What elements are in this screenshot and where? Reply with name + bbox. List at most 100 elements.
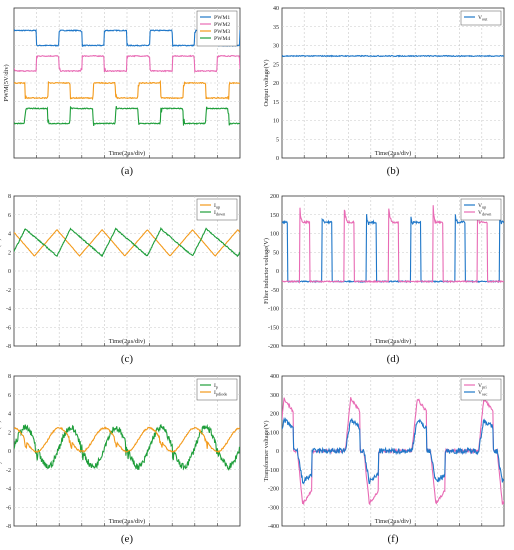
y-tick-label: 0 (276, 269, 279, 275)
y-tick-label: 4 (8, 412, 11, 418)
y-tick-label: 0 (276, 449, 279, 455)
legend-label: Idown (214, 210, 226, 216)
chart-panel-e: -8 -6 -4 -2 0 2 4 6 8 Primary side current(A) Time… (0, 374, 241, 545)
chart-panel-a: PWM(5V/div) Time(2μs/div) (a) PWM1PWM2PWM3P… (3, 7, 241, 177)
y-tick-label: 2 (8, 250, 11, 256)
legend-label: Vdown (478, 210, 492, 216)
y-tick-label: 8 (8, 374, 11, 380)
y-tick-label: 15 (273, 100, 279, 106)
y-tick-label: -8 (6, 344, 11, 350)
y-axis-label: Output voltage(V) (263, 59, 270, 106)
y-tick-label: -200 (268, 487, 279, 493)
series-line-pwm3 (14, 79, 240, 101)
y-tick-label: 0 (276, 156, 279, 162)
x-axis-label: Time(2μs/div) (375, 150, 412, 157)
y-tick-label: -400 (268, 524, 279, 530)
chart-panel-d: -200 -150 -100 -50 0 50 100 150 200 Filter induct… (263, 194, 505, 365)
panel-label: (d) (387, 353, 400, 365)
legend: Vout (460, 10, 502, 26)
legend-label: PWM3 (214, 29, 230, 35)
legend-box (196, 198, 238, 221)
y-tick-label: 300 (270, 393, 279, 399)
y-tick-label: 35 (273, 25, 279, 31)
y-tick-label: 30 (273, 44, 279, 50)
series-line-idown (14, 226, 240, 258)
legend-box (460, 10, 502, 26)
grid-lines (282, 8, 504, 158)
y-tick-label: 200 (270, 412, 279, 418)
y-tick-label: 5 (276, 137, 279, 143)
y-tick-label: -6 (6, 325, 11, 331)
x-axis-label: Time(2μs/div) (109, 338, 146, 345)
y-tick-label: 6 (8, 213, 11, 219)
y-tick-label: 10 (273, 119, 279, 125)
y-tick-label: 2 (8, 430, 11, 436)
y-tick-label: 20 (273, 81, 279, 87)
y-axis-label: Filter inductor current(A) (0, 238, 2, 303)
legend-label: PWM4 (214, 36, 230, 42)
legend-label: Iup (214, 203, 220, 209)
legend-label: Vup (478, 203, 486, 209)
series-line-iup (14, 229, 240, 257)
legend-label: Vout (478, 15, 488, 21)
series-line-pwm2 (14, 54, 240, 74)
legend-label: Vsec (478, 390, 488, 396)
y-tick-label: -100 (268, 307, 279, 313)
series-line-ipdiode (14, 426, 240, 454)
x-axis-label: Time(2μs/div) (109, 518, 146, 525)
y-tick-label: 25 (273, 62, 279, 68)
y-axis-label: Primary side current(A) (0, 420, 2, 481)
panel-label: (a) (121, 165, 134, 177)
legend-label: Ip (214, 383, 218, 389)
legend-label: PWM2 (214, 22, 230, 28)
y-tick-label: 4 (8, 232, 11, 238)
y-tick-label: 6 (8, 393, 11, 399)
x-axis-label: Time(2μs/div) (109, 150, 146, 157)
panel-label: (e) (121, 533, 134, 545)
y-tick-label: -200 (268, 344, 279, 350)
series-line-pwm4 (14, 105, 240, 126)
y-axis-label: PWM(5V/div) (3, 64, 10, 101)
y-tick-label: -8 (6, 524, 11, 530)
y-tick-label: -150 (268, 325, 279, 331)
legend-label: Ipdiode (214, 390, 227, 396)
series-line-vdown (282, 205, 504, 285)
series-line-vout (282, 54, 504, 58)
y-tick-label: 0 (8, 269, 11, 275)
grid-lines (282, 196, 504, 346)
legend-box (460, 198, 502, 221)
panel-label: (f) (388, 533, 399, 545)
y-tick-label: 8 (8, 194, 11, 200)
y-tick-label: -4 (6, 307, 11, 313)
y-tick-label: 40 (273, 6, 279, 12)
x-axis-label: Time(2μs/div) (375, 518, 412, 525)
y-tick-label: -50 (271, 288, 279, 294)
legend-box (196, 378, 238, 401)
y-tick-label: -300 (268, 505, 279, 511)
y-axis-label: Filter inductor voltage(V) (263, 238, 270, 304)
chart-panel-f: -400 -300 -200 -100 0 100 200 300 400 Transformer… (263, 374, 505, 545)
y-tick-label: 100 (270, 430, 279, 436)
panel-label: (b) (387, 165, 400, 177)
x-axis-label: Time(2μs/div) (375, 338, 412, 345)
y-tick-label: 100 (270, 232, 279, 238)
y-tick-label: 50 (273, 250, 279, 256)
y-tick-label: -100 (268, 468, 279, 474)
grid-lines (14, 196, 240, 346)
y-tick-label: -6 (6, 505, 11, 511)
grid-lines (14, 376, 240, 526)
y-tick-label: -4 (6, 487, 11, 493)
panel-label: (c) (121, 353, 134, 365)
y-tick-label: 200 (270, 194, 279, 200)
y-axis-label: Transformer voltage(V) (263, 421, 270, 482)
legend-label: Vpri (478, 383, 488, 389)
y-tick-label: 400 (270, 374, 279, 380)
chart-panel-b: 0 5 10 15 20 25 30 35 40 Output voltage(V) Time(2μ… (263, 6, 505, 177)
legend-box (460, 378, 502, 401)
y-tick-label: 0 (8, 449, 11, 455)
legend-label: PWM1 (214, 15, 230, 21)
